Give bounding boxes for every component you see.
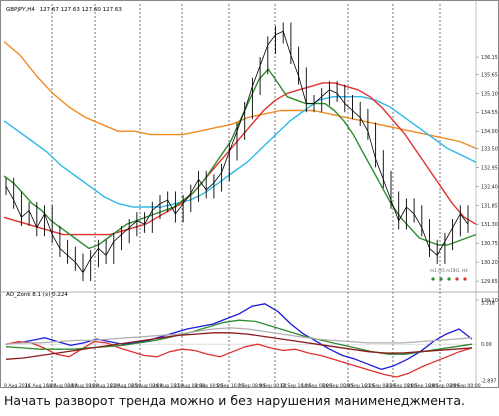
legend-label-4: H4	[462, 268, 468, 273]
x-tick-label-12: 9 Sep 00:00	[259, 383, 287, 388]
y-tick-label-8: 131.85	[481, 203, 498, 209]
y-tick-label-10: 130.75	[481, 241, 498, 247]
y-tick-label-1: 135.65	[481, 72, 498, 78]
red-ma-line	[3, 82, 477, 236]
legend-label-2: m15	[446, 268, 456, 273]
green-ma-line	[3, 68, 477, 250]
x-tick-label-7: 26 Aug 16:00	[153, 383, 184, 388]
main-chart-title: GBPJPY,H4 127.67 127.63 127.60 127.63	[6, 7, 122, 13]
legend-label-0: m1	[430, 268, 437, 273]
y-tick-label-13: 129.10	[481, 298, 498, 304]
x-tick-label-0: 9 Aug 2016	[4, 383, 31, 388]
chart-caption: Начать разворот тренда можно и без наруш…	[4, 393, 465, 408]
price-close-line	[5, 30, 469, 273]
y-tick-label-11: 130.20	[481, 260, 498, 266]
osc-series-0	[5, 303, 473, 371]
oscillator-layer	[4, 303, 476, 378]
series-layer	[3, 22, 477, 282]
x-tick-label-8: 31 Aug 08:00	[174, 383, 205, 388]
legend-dot-2	[447, 277, 451, 281]
x-tick-label-2: 16 Aug 08:00	[46, 383, 77, 388]
x-tick-label-9: 2 Sep 00:00	[195, 383, 223, 388]
x-tick-label-21: 29 Sep 00:00	[450, 383, 481, 388]
legend-dot-3	[455, 277, 459, 281]
osc-tick-label-1: 0.00	[481, 342, 492, 348]
y-tick-label-5: 133.50	[481, 146, 498, 152]
osc-series-3	[5, 332, 473, 360]
y-tick-label-12: 129.65	[481, 279, 498, 285]
x-tick-label-4: 19 Aug 16:00	[89, 383, 120, 388]
x-tick-label-3: 18 Aug 00:00	[68, 383, 99, 388]
grid-layer	[0, 0, 499, 388]
legend-label-1: m5	[438, 268, 445, 273]
chart-border	[0, 0, 499, 388]
osc-tick-label-2: -2.897	[481, 379, 496, 385]
legend-label-3: H1	[454, 268, 460, 273]
x-tick-label-18: 23 Sep 00:00	[386, 383, 417, 388]
cyan-ma-line	[3, 95, 477, 208]
label-layer: 136.15 135.65 135.10 134.55 134.00 133.50 132.…	[4, 55, 498, 388]
y-tick-label-7: 132.40	[481, 184, 498, 190]
x-tick-label-20: 28 Sep 08:00	[429, 383, 460, 388]
x-tick-label-13: 12 Sep 16:00	[280, 383, 311, 388]
y-tick-label-3: 134.55	[481, 110, 498, 116]
legend-dot-1	[439, 277, 443, 281]
x-tick-label-14: 14 Sep 08:00	[301, 383, 332, 388]
osc-series-2	[5, 319, 473, 355]
x-tick-label-1: 11 Aug 16:00	[25, 383, 56, 388]
x-tick-label-19: 26 Sep 16:00	[408, 383, 439, 388]
x-tick-label-6: 25 Aug 00:00	[131, 383, 162, 388]
oscillator-title: AO_Zonk 8.1 (x) 0.224	[6, 292, 68, 298]
legend-dot-4	[463, 277, 467, 281]
legend-dot-0	[431, 277, 435, 281]
osc-tick-label-0: 3.318	[481, 300, 495, 306]
x-tick-label-10: 5 Sep 16:00	[216, 383, 244, 388]
x-tick-label-5: 23 Aug 08:00	[110, 383, 141, 388]
y-tick-label-2: 135.10	[481, 91, 498, 97]
x-tick-label-16: 19 Sep 16:00	[344, 383, 375, 388]
x-tick-label-11: 7 Sep 08:00	[238, 383, 266, 388]
chart-canvas: 136.15 135.65 135.10 134.55 134.00 133.50 132.…	[0, 0, 499, 388]
y-tick-label-6: 132.95	[481, 165, 498, 171]
y-tick-label-0: 136.15	[481, 55, 498, 61]
y-tick-label-9: 131.30	[481, 222, 498, 228]
x-tick-label-17: 21 Sep 08:00	[365, 383, 396, 388]
y-tick-label-4: 134.00	[481, 129, 498, 135]
osc-series-4	[5, 327, 473, 345]
x-tick-label-15: 16 Sep 00:00	[323, 383, 354, 388]
